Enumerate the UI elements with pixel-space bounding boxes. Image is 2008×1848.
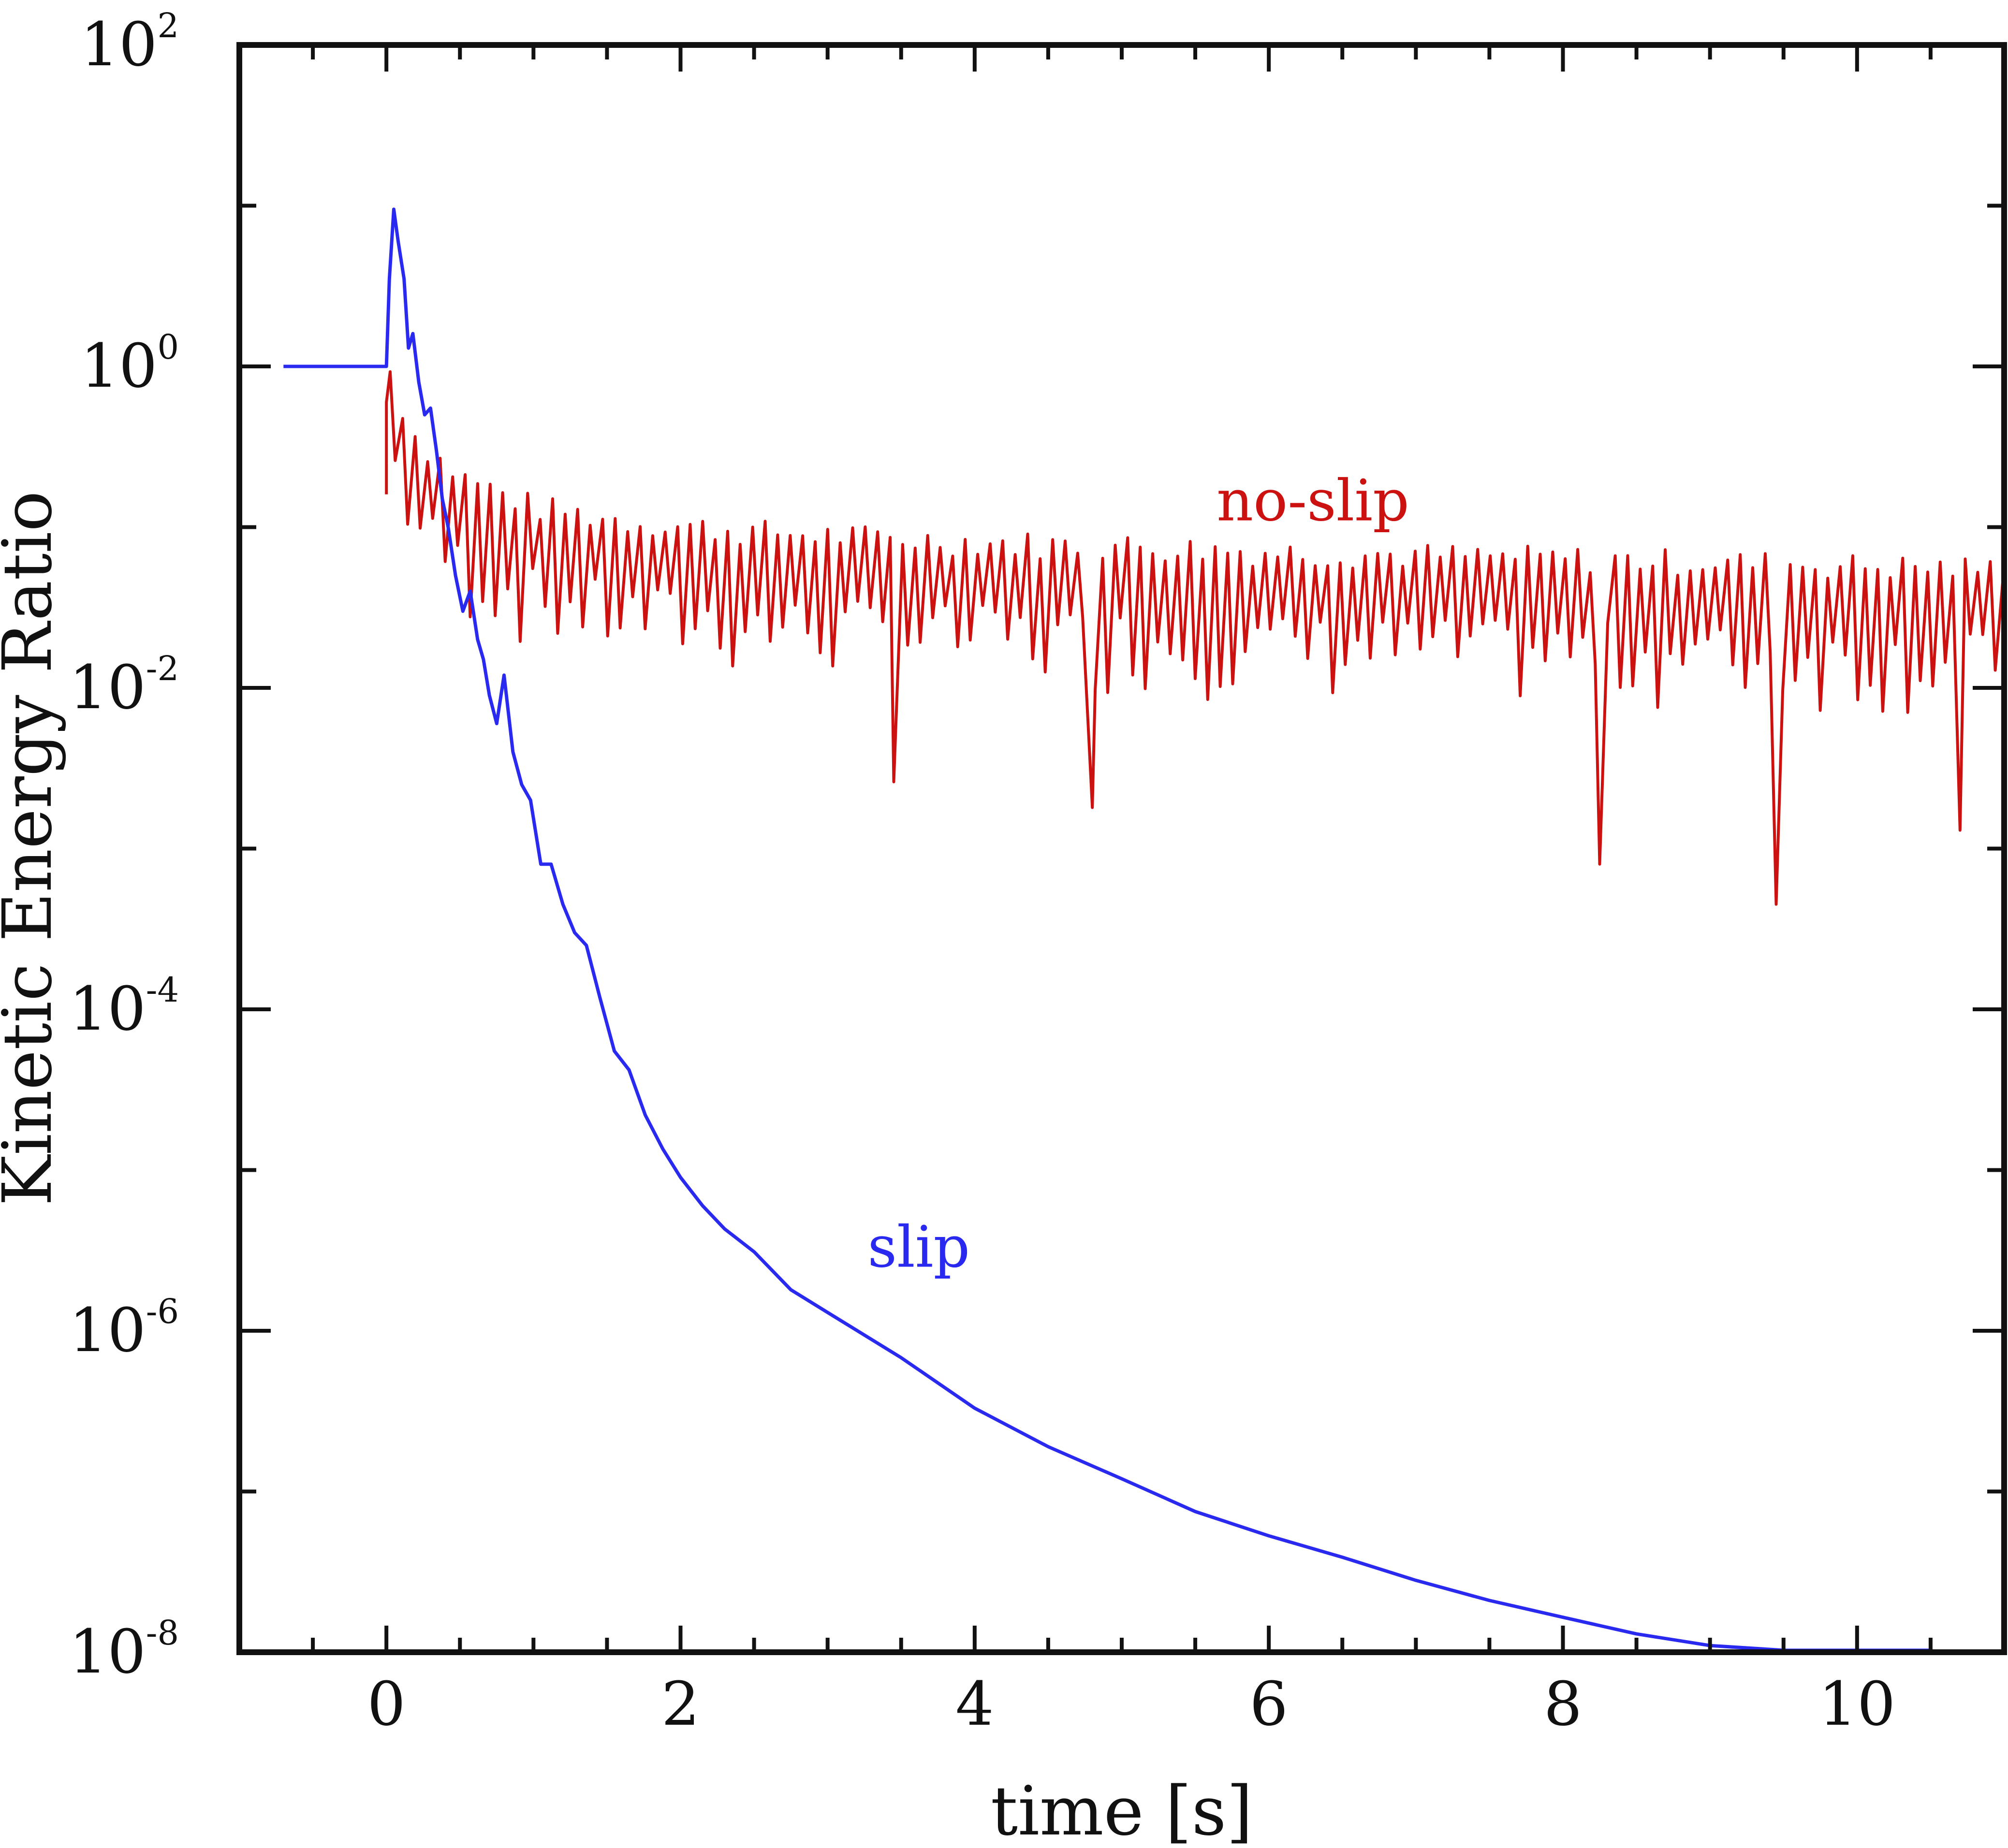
ticks-layer — [237, 43, 2006, 1654]
x-axis-label: time [s] — [991, 1772, 1253, 1848]
x-tick-label: 2 — [661, 1669, 700, 1739]
no-slip-series-label: no-slip — [1217, 467, 1409, 534]
x-tick-label: 10 — [1818, 1669, 1895, 1739]
labels-layer: 0 2 4 6 8 10 10-8 10-6 10-4 10-2 100 102 slip no-slip — [69, 6, 1896, 1739]
y-axis-label: Kinetic Energy Ratio — [0, 491, 67, 1206]
no-slip-line — [385, 370, 2006, 906]
slip-series-label: slip — [867, 1214, 970, 1281]
y-tick-label: 10-2 — [69, 649, 179, 723]
y-tick-label: 100 — [80, 327, 179, 401]
x-tick-label: 0 — [367, 1669, 406, 1739]
x-tick-label: 6 — [1249, 1669, 1288, 1739]
y-tick-label: 10-8 — [69, 1613, 179, 1687]
y-tick-label: 10-6 — [69, 1292, 179, 1366]
plot-frame — [236, 42, 2007, 1655]
slip-line — [283, 207, 1931, 1652]
y-tick-label: 102 — [80, 6, 179, 80]
series-layer — [283, 207, 2006, 1652]
x-tick-label: 4 — [955, 1669, 994, 1739]
x-tick-label: 8 — [1544, 1669, 1583, 1739]
y-tick-label: 10-4 — [69, 970, 179, 1044]
